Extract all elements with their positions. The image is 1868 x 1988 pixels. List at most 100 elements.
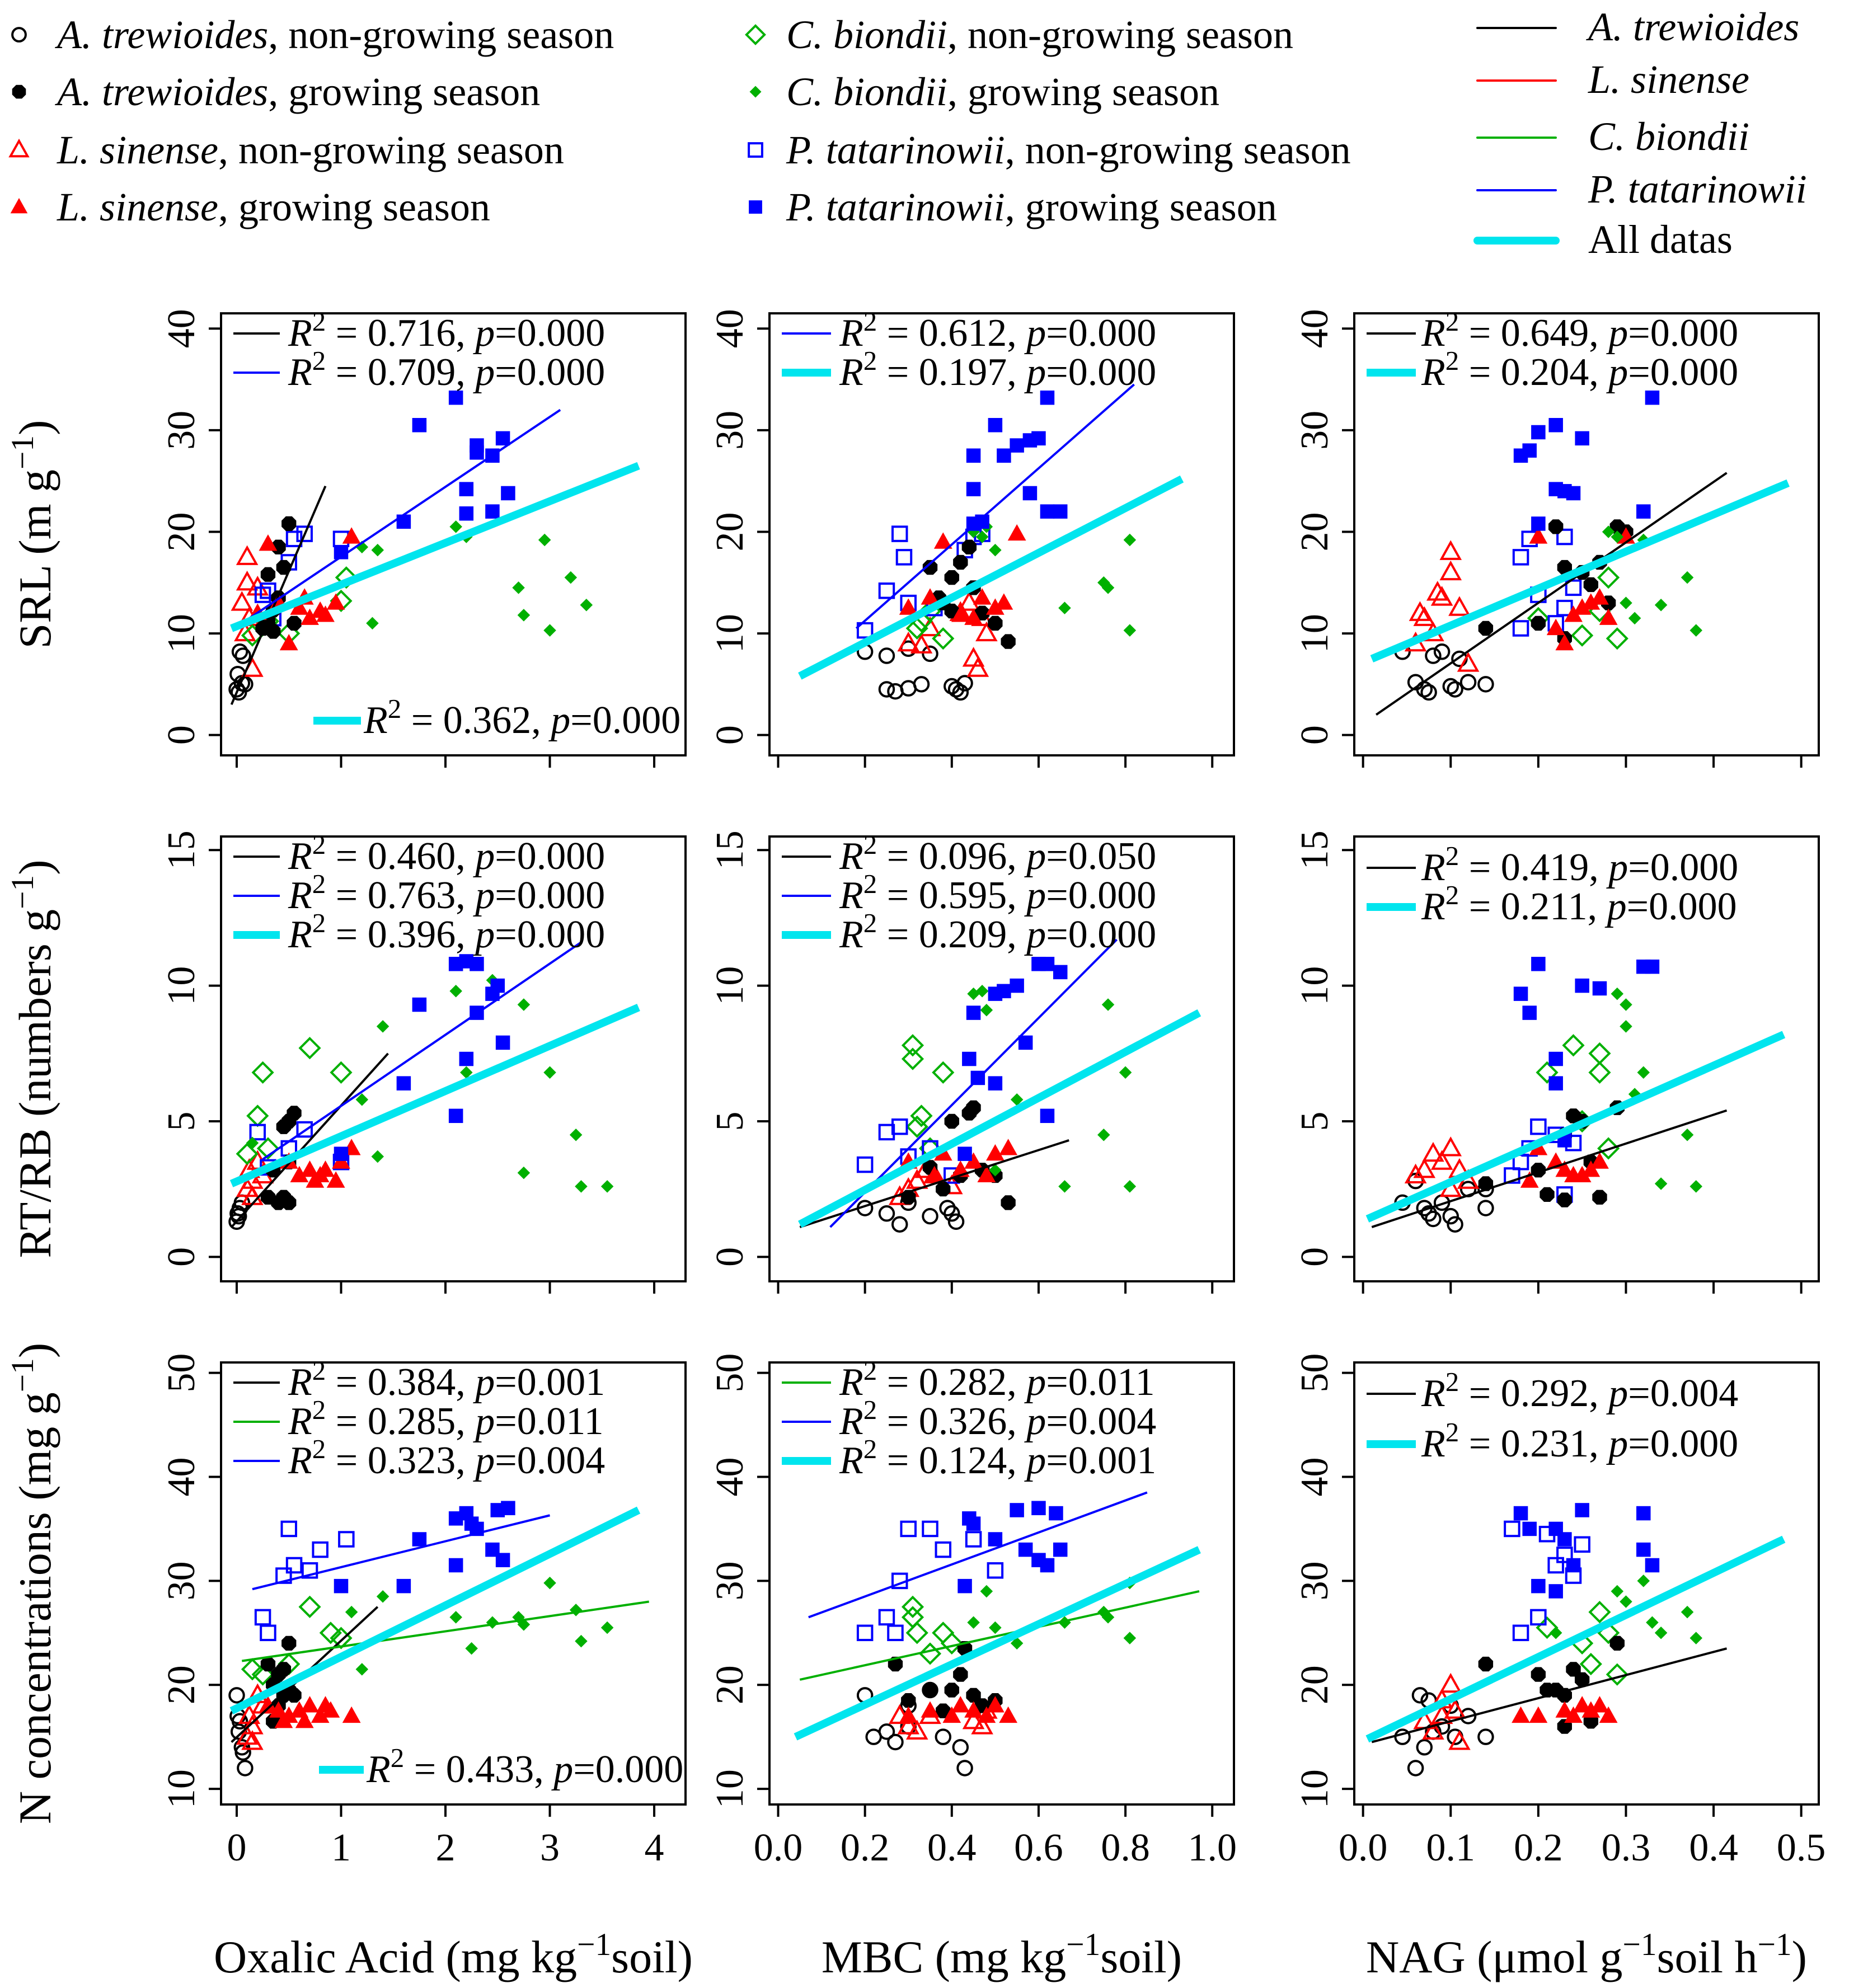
y-tick-label: 10 [1293, 614, 1336, 653]
point-cbi-growing [1123, 624, 1137, 637]
point-atr-non-growing [956, 1760, 973, 1776]
point-pta-non-growing [987, 1562, 1004, 1579]
point-pta-growing [1053, 504, 1068, 519]
legend-line-label: All datas [1588, 217, 1733, 262]
point-cbi-non-growing [1588, 1061, 1611, 1084]
point-atr-non-growing [878, 647, 895, 664]
point-atr-growing [1001, 1195, 1016, 1210]
y-tick-label: 0 [160, 1247, 203, 1267]
y-tick-label: 20 [1293, 1665, 1336, 1704]
point-cbi-non-growing [1562, 1034, 1585, 1057]
point-cbi-growing [989, 1621, 1002, 1634]
point-atr-growing [944, 570, 959, 585]
point-pta-non-growing [296, 525, 313, 542]
annotation-pta: R2 = 0.612, p=0.000 [782, 306, 1156, 355]
point-pta-growing [1636, 504, 1651, 519]
point-pta-growing [1053, 1542, 1068, 1557]
point-pta-growing [334, 1146, 349, 1161]
point-atr-non-growing [1407, 1172, 1424, 1190]
fit-line-pta [808, 1491, 1148, 1619]
y-tick-label: 5 [1293, 1111, 1336, 1131]
point-pta-non-growing [285, 1557, 303, 1574]
legend-marker [12, 84, 26, 99]
legend-line-p-tatarinowii: P. tatarinowii [1476, 167, 1807, 212]
point-atr-non-growing [878, 1723, 895, 1740]
point-atr-non-growing [1411, 1687, 1429, 1704]
point-lsi-growing [999, 1706, 1018, 1723]
point-cbi-non-growing [1597, 566, 1620, 589]
point-lsi-growing [311, 1165, 330, 1183]
y-tick-label: 50 [708, 1353, 752, 1393]
point-pta-growing [1031, 431, 1046, 446]
point-atr-non-growing [1425, 647, 1442, 664]
plot-frame [1353, 312, 1820, 756]
annotation-text: R2 = 0.716, p=0.000 [288, 306, 605, 355]
point-cbi-non-growing [1606, 1663, 1628, 1686]
point-pta-growing [495, 431, 510, 446]
point-lsi-growing [1555, 1701, 1574, 1718]
annotation-text: R2 = 0.362, p=0.000 [363, 693, 680, 742]
fit-line-cbi [799, 1590, 1200, 1681]
point-lsi-growing [311, 1706, 330, 1723]
annotation-text: R2 = 0.204, p=0.000 [1421, 345, 1738, 394]
annotation-text: R2 = 0.211, p=0.000 [1421, 880, 1737, 929]
point-lsi-non-growing [905, 1719, 928, 1740]
legend-entry-l-sinense-non-growing: L. sinense, non-growing season [8, 128, 564, 172]
point-pta-growing [396, 514, 411, 529]
y-tick-label: 0 [708, 725, 752, 745]
point-lsi-growing [290, 1165, 309, 1183]
point-lsi-growing [1546, 618, 1565, 636]
point-cbi-growing [1123, 533, 1137, 547]
point-pta-non-growing [338, 1531, 355, 1548]
point-pta-growing [1645, 1558, 1660, 1573]
point-pta-non-growing [260, 1624, 276, 1642]
point-cbi-growing [569, 1604, 583, 1616]
annotation-text: R2 = 0.384, p=0.001 [288, 1355, 605, 1404]
point-pta-non-growing [878, 1609, 895, 1626]
point-pta-growing [1566, 486, 1581, 501]
point-pta-growing [1548, 418, 1563, 433]
point-pta-growing [1040, 957, 1055, 971]
point-atr-non-growing [952, 684, 969, 701]
point-atr-growing [922, 1682, 938, 1698]
point-atr-non-growing [947, 1213, 965, 1230]
point-lsi-non-growing [1404, 1163, 1427, 1184]
legend-marker [748, 142, 763, 158]
point-pta-growing [1049, 1506, 1063, 1521]
point-atr-growing [276, 1119, 292, 1134]
annotation-pta: R2 = 0.595, p=0.000 [782, 868, 1156, 917]
point-lsi-non-growing [897, 1714, 920, 1735]
annotation-pta: R2 = 0.763, p=0.000 [233, 868, 605, 917]
point-cbi-non-growing [335, 566, 358, 589]
point-cbi-non-growing [905, 1622, 928, 1644]
point-cbi-growing [1628, 612, 1641, 625]
point-lsi-non-growing [1444, 1699, 1466, 1719]
y-tick-label: 30 [1293, 1561, 1336, 1600]
point-pta-growing [1645, 390, 1660, 405]
point-pta-growing [988, 418, 1003, 433]
point-lsi-growing [1573, 598, 1592, 615]
point-pta-growing [485, 504, 500, 519]
point-lsi-growing [977, 1165, 996, 1183]
point-cbi-growing [1010, 1093, 1024, 1106]
point-cbi-growing [1681, 571, 1694, 584]
plot-frame [768, 1361, 1235, 1806]
x-tick-label: 3 [540, 1826, 560, 1869]
annotation-text: R2 = 0.209, p=0.000 [839, 908, 1156, 957]
point-cbi-growing [1654, 1627, 1668, 1639]
point-pta-growing [495, 1553, 510, 1567]
point-lsi-growing [326, 593, 345, 610]
point-cbi-non-growing [1597, 1137, 1620, 1160]
point-lsi-non-growing [966, 657, 989, 677]
point-cbi-non-growing [1536, 1061, 1559, 1084]
point-pta-growing [1548, 1076, 1563, 1091]
fit-line-atr [1371, 1647, 1728, 1743]
point-atr-non-growing [234, 647, 251, 664]
legend-label: P. tatarinowii, growing season [786, 185, 1277, 229]
point-cbi-growing [1689, 1632, 1703, 1644]
point-lsi-growing [290, 598, 309, 615]
point-pta-non-growing [895, 549, 913, 566]
y-tick-label: 10 [160, 1769, 203, 1808]
